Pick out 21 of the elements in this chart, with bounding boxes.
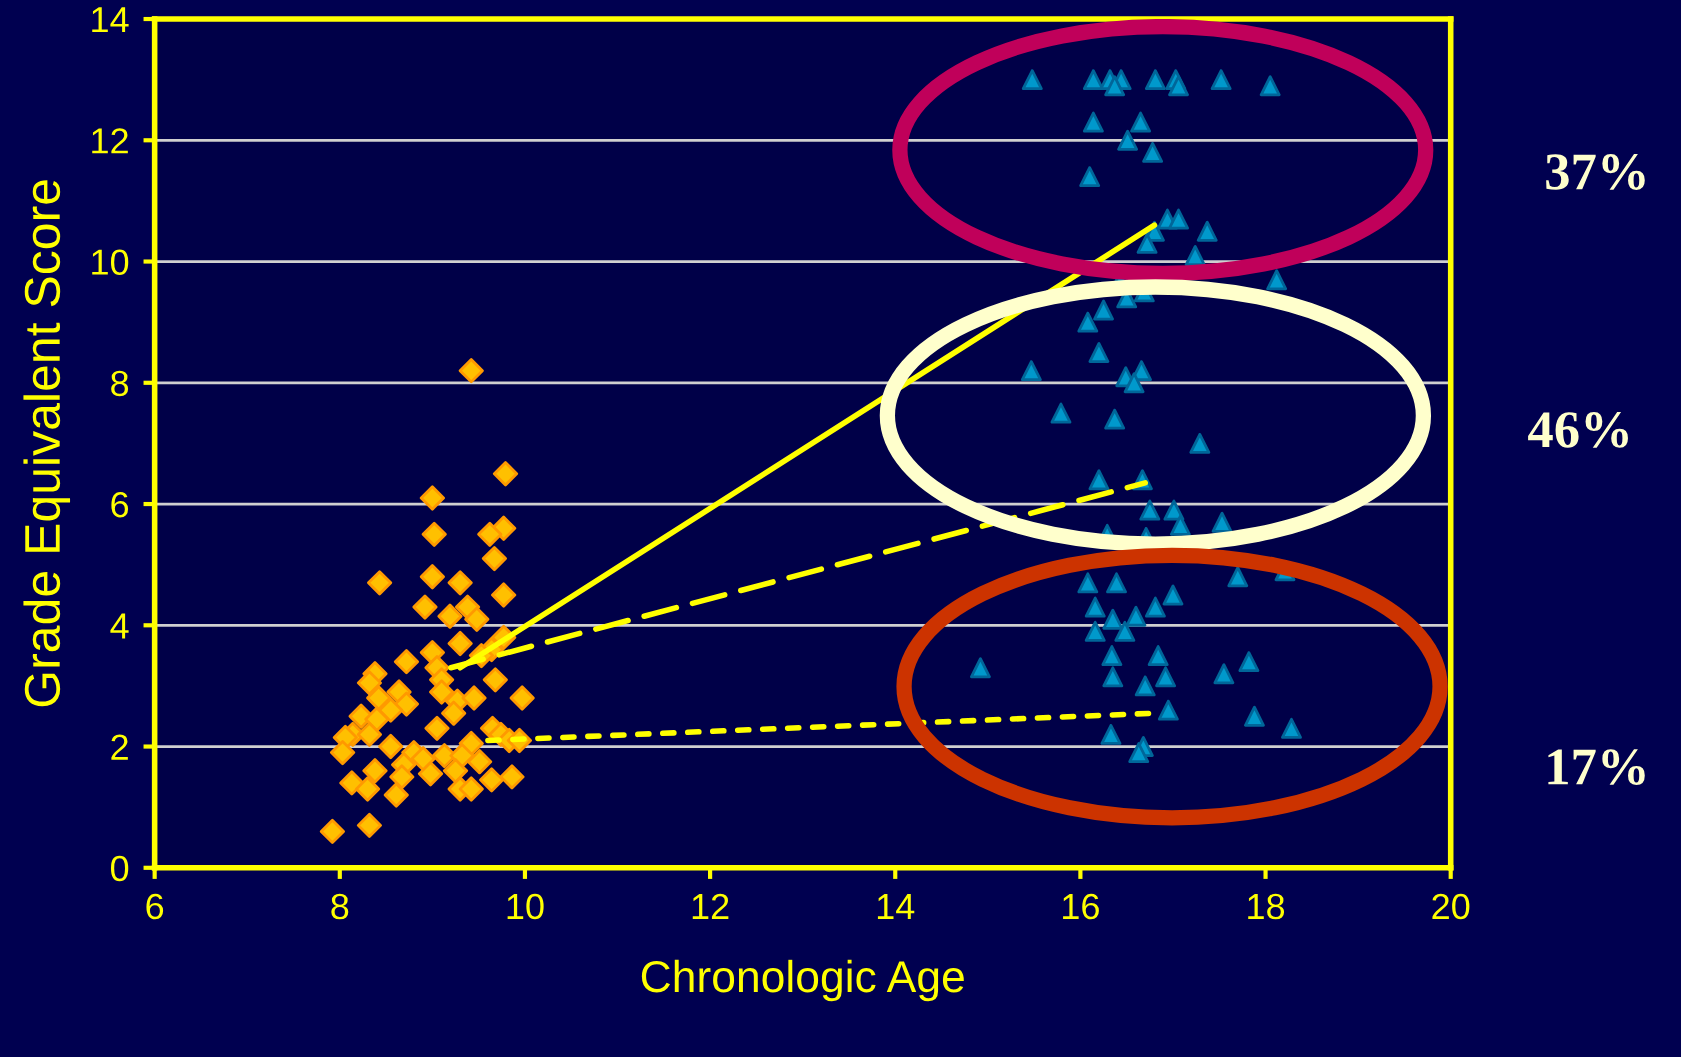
x-tick-label: 8: [331, 893, 349, 920]
y-tick-label: 0: [110, 855, 129, 882]
y-tick-label: 10: [92, 249, 129, 275]
x-tick-label: 16: [1063, 893, 1099, 920]
x-axis-title: Chronologic Age: [641, 959, 964, 1002]
text: 17%: [1548, 749, 1645, 785]
y-tick-label: 4: [110, 613, 129, 639]
x-tick-label: 14: [877, 894, 915, 919]
y-tick-label: 12: [92, 128, 128, 154]
y-tick-label: 8: [111, 370, 129, 397]
text: 37%: [1546, 154, 1645, 190]
text: 46%: [1528, 412, 1628, 448]
x-tick-label: 18: [1248, 893, 1285, 920]
y-axis-title: Grade Equivalent Score: [23, 180, 71, 707]
x-tick-label: 6: [146, 893, 164, 920]
y-tick-label: 6: [111, 491, 129, 518]
y-tick-label: 2: [111, 734, 128, 760]
y-tick-label: 14: [92, 7, 129, 33]
x-tick-label: 20: [1432, 893, 1470, 920]
x-tick-label: 12: [692, 893, 729, 919]
x-tick-label: 10: [507, 893, 544, 920]
